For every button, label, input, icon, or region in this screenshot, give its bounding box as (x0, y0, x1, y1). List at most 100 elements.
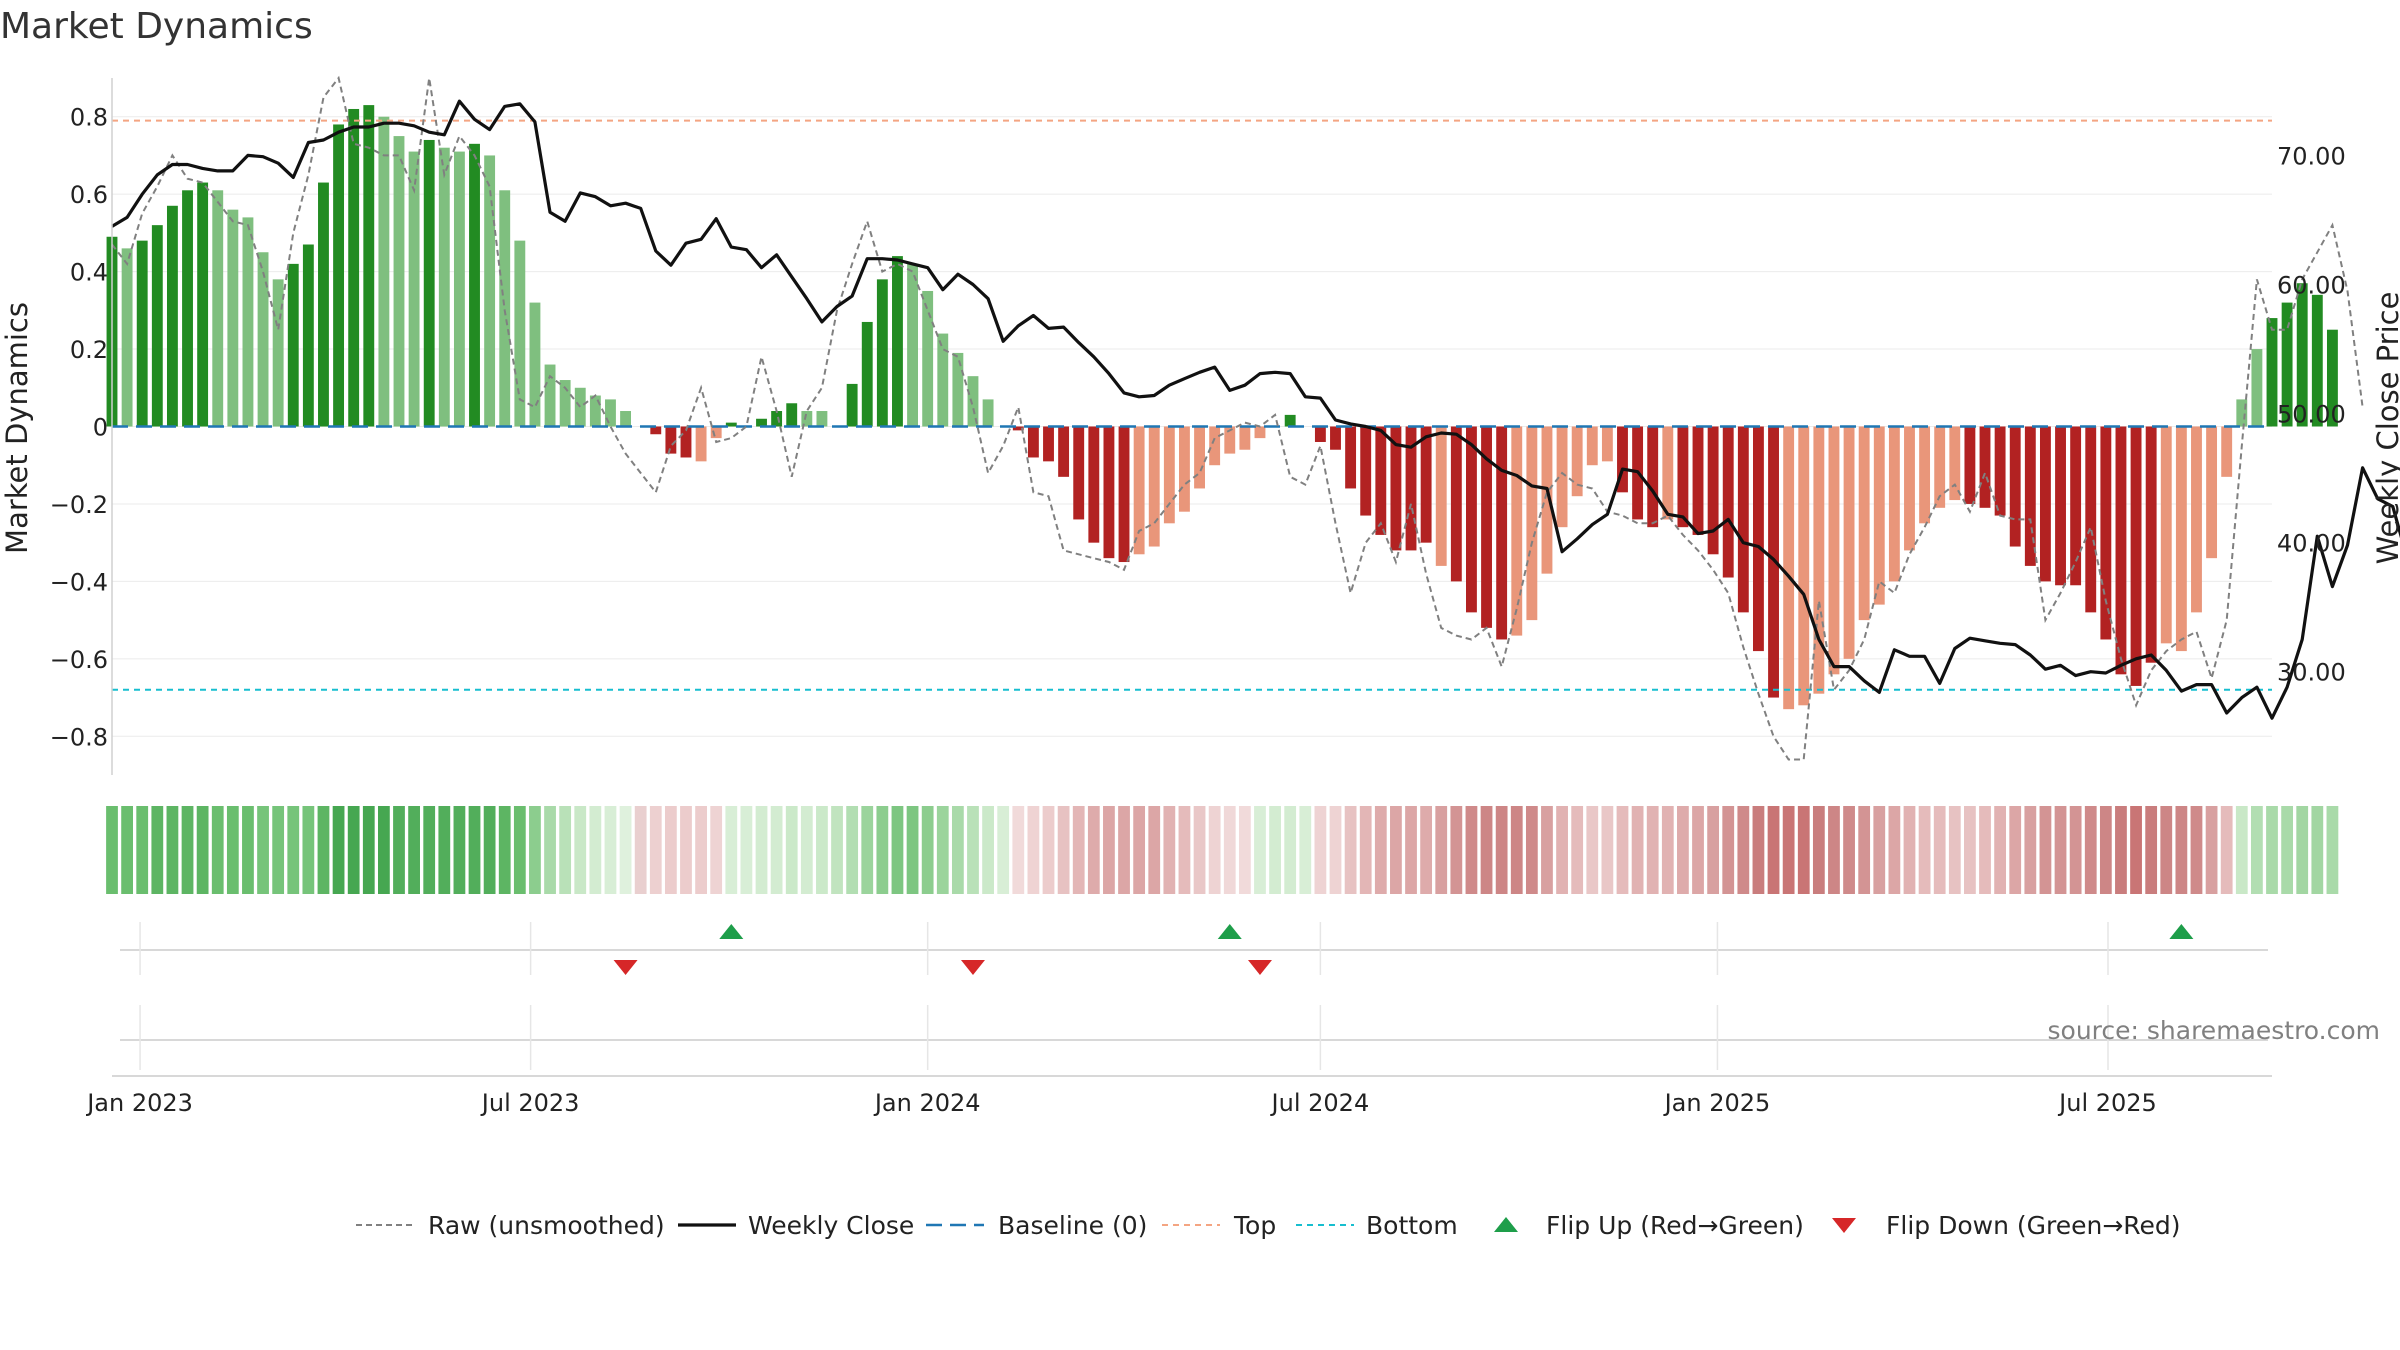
strip-cell (226, 806, 239, 894)
momentum-bar (876, 279, 888, 427)
strip-cell (1571, 806, 1584, 894)
momentum-bar (121, 248, 133, 427)
momentum-bar (1284, 414, 1296, 427)
y-tick-label: −0.4 (50, 568, 108, 596)
strip-cell (1661, 806, 1674, 894)
strip-cell (1012, 806, 1025, 894)
momentum-bar (892, 256, 903, 427)
strip-cell (2175, 806, 2188, 894)
strip-cell (1873, 806, 1886, 894)
momentum-bar (333, 124, 345, 427)
strip-cell (196, 806, 209, 894)
y-right-tick-label: 50.00 (2277, 401, 2346, 429)
momentum-bar (1828, 426, 1840, 675)
momentum-bar (786, 403, 798, 427)
strip-cell (604, 806, 617, 894)
strip-cell (272, 806, 285, 894)
strip-cell (2266, 806, 2278, 894)
strip-cell (1329, 806, 1342, 894)
momentum-bar (1330, 426, 1341, 450)
strip-cell (1118, 806, 1130, 894)
flip-down-marker (960, 960, 985, 975)
momentum-bar (499, 190, 511, 427)
momentum-bar (2221, 426, 2233, 477)
strip-cell (2190, 806, 2203, 894)
momentum-bar (1888, 426, 1900, 582)
momentum-bar (1617, 426, 1628, 493)
strip-cell (967, 806, 979, 894)
momentum-bar (1450, 426, 1462, 582)
strip-cell (453, 806, 466, 894)
strip-cell (121, 806, 133, 894)
strip-cell (347, 806, 360, 894)
momentum-bar (408, 151, 420, 427)
strip-cell (861, 806, 874, 894)
momentum-bar (2296, 283, 2308, 427)
momentum-bar (967, 376, 979, 427)
momentum-bar (1964, 426, 1976, 504)
momentum-bar (1934, 426, 1946, 508)
strip-cell (2039, 806, 2052, 894)
strip-cell (559, 806, 572, 894)
strip-cell (1133, 806, 1146, 894)
momentum-bar (1148, 426, 1160, 547)
strip-cell (936, 806, 949, 894)
strip-cell (1314, 806, 1327, 894)
strip-cell (377, 806, 390, 894)
strip-cell (1193, 806, 1206, 894)
momentum-bar (2191, 426, 2202, 613)
momentum-bar (1012, 426, 1024, 431)
strip-cell (800, 806, 813, 894)
momentum-bar (2145, 426, 2157, 663)
momentum-bar (242, 217, 254, 427)
momentum-bar (1163, 426, 1175, 524)
momentum-bar (1420, 426, 1432, 543)
strip-cell (1812, 806, 1825, 894)
momentum-bar (756, 418, 767, 427)
strip-cell (1178, 806, 1191, 894)
strip-cell (302, 806, 315, 894)
strip-cell (1480, 806, 1493, 894)
strip-cell (2069, 806, 2082, 894)
x-tick-label: Jul 2023 (480, 1089, 580, 1117)
momentum-bar (605, 399, 616, 427)
y-tick-label: 0.6 (70, 181, 108, 209)
strip-cell (1344, 806, 1357, 894)
momentum-bar (1209, 426, 1221, 466)
strip-cell (619, 806, 632, 894)
strip-cell (166, 806, 179, 894)
weekly-close-line (111, 99, 2400, 720)
y-tick-label: 0.8 (70, 104, 108, 132)
x-axis: Jan 2023 Jul 2023 Jan 2024 Jul 2024 Jan 2025… (85, 1075, 2272, 1117)
strip-cell (1646, 806, 1659, 894)
strip-cell (695, 806, 707, 894)
momentum-bar (1677, 426, 1689, 528)
momentum-bar (1662, 426, 1674, 520)
momentum-bar (363, 105, 375, 427)
momentum-bar (2160, 426, 2172, 644)
strip-cell (1284, 806, 1297, 894)
strip-cell (2009, 806, 2022, 894)
strip-cell (1586, 806, 1599, 894)
strip-cell (1994, 806, 2007, 894)
strip-cell (393, 806, 405, 894)
momentum-bar (1133, 426, 1145, 555)
momentum-bar (1375, 426, 1387, 535)
source-note: source: sharemaestro.com (2048, 1016, 2381, 1045)
strip-cell (664, 806, 677, 894)
momentum-bar (257, 252, 269, 427)
strip-cell (242, 806, 254, 894)
strip-cell (1359, 806, 1372, 894)
strip-cell (408, 806, 420, 894)
y-tick-label: −0.2 (50, 491, 108, 519)
strip-cell (1450, 806, 1463, 894)
strip-cell (951, 806, 964, 894)
strip-cell (1601, 806, 1614, 894)
series-lines (111, 75, 2400, 761)
momentum-bar (318, 182, 329, 427)
y-right-tick-label: 40.00 (2277, 530, 2346, 558)
strip-cell (1148, 806, 1161, 894)
strip-cell (2145, 806, 2158, 894)
y-right-tick-label: 60.00 (2277, 272, 2346, 300)
momentum-bar (529, 302, 541, 427)
